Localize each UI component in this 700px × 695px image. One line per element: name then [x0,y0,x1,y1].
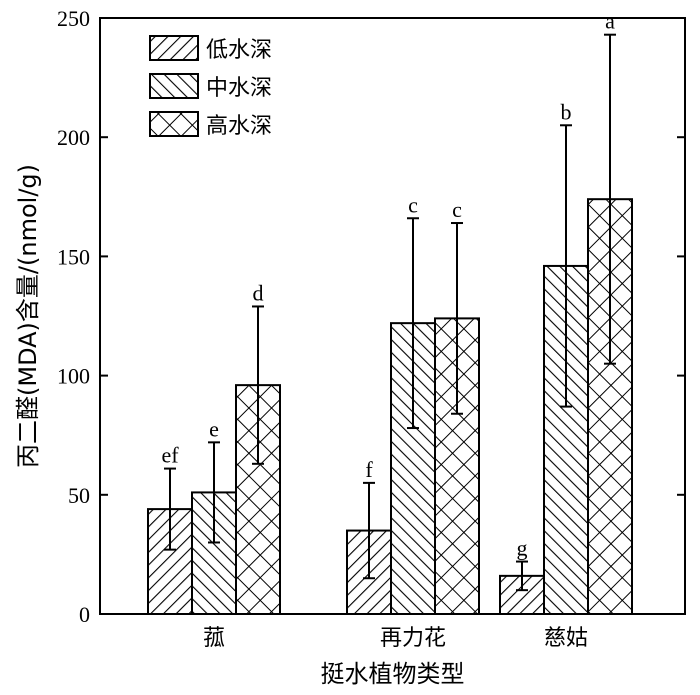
y-tick: 150 [57,244,685,269]
y-tick: 100 [57,364,685,389]
y-tick: 200 [57,125,685,150]
y-tick: 250 [57,6,685,31]
x-axis-categories: 菰 再力花 慈姑 [203,626,588,651]
legend-label: 中水深 [206,76,272,101]
legend-label: 低水深 [206,38,272,63]
error-bar-高水深-再力花 [451,222,463,415]
significance-label: c [452,197,462,222]
plot-frame [99,17,686,615]
legend-item-中水深: 中水深 [149,73,272,101]
x-category-label: 再力花 [380,626,446,651]
x-category-label: 慈姑 [544,626,588,651]
significance-label: ef [161,443,179,468]
significance-label: d [253,280,264,305]
y-tick-label: 0 [79,602,90,627]
y-tick-label: 150 [57,244,90,269]
bars-layer [147,198,633,616]
legend-swatch [149,73,199,99]
legend-item-高水深: 高水深 [149,111,272,139]
error-bar-低水深-慈姑 [516,560,528,592]
significance-label: g [517,536,528,561]
error-bar-中水深-菰 [208,441,220,544]
significance-label: b [561,99,572,124]
x-category-label: 菰 [203,626,225,651]
error-bar-低水深-菰 [164,467,176,551]
x-axis-title: 挺水植物类型 [321,660,465,688]
significance-label: a [605,9,615,34]
error-bar-高水深-菰 [252,305,264,465]
significance-label: e [209,416,219,441]
y-axis-title: 丙二醛(MDA)含量/(nmol/g) [14,164,42,468]
y-tick: 0 [79,602,685,627]
y-tick-label: 200 [57,125,90,150]
significance-label: c [408,192,418,217]
y-tick-label: 250 [57,6,90,31]
legend-label: 高水深 [206,114,272,139]
error-bars-layer [164,33,616,592]
legend-swatch [149,111,199,137]
error-bar-中水深-慈姑 [560,124,572,408]
error-bar-低水深-再力花 [363,481,375,580]
legend-swatch [149,35,199,61]
legend-item-低水深: 低水深 [149,35,272,63]
significance-labels-layer: ef e d f c c g b a [161,9,615,561]
y-tick-label: 50 [68,483,90,508]
y-tick: 50 [68,483,685,508]
error-bar-高水深-慈姑 [604,33,616,365]
y-axis-ticks: 0 50 100 150 200 250 [57,6,685,627]
y-tick-label: 100 [57,364,90,389]
error-bar-中水深-再力花 [407,217,419,430]
significance-label: f [365,457,373,482]
